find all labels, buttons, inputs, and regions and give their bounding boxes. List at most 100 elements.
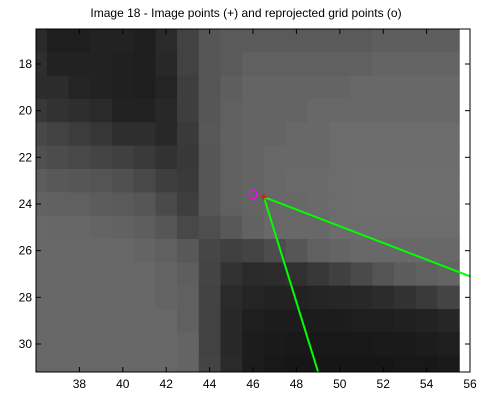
image-cell: [155, 355, 178, 372]
image-cell: [133, 192, 156, 217]
image-cell: [394, 169, 417, 193]
image-cell: [372, 285, 395, 310]
image-cell: [46, 29, 70, 30]
image-cell: [36, 52, 48, 77]
image-cell: [437, 285, 460, 310]
image-cell: [350, 145, 373, 170]
image-cell: [46, 122, 70, 147]
image-cell: [285, 29, 308, 30]
image-cell: [36, 355, 48, 372]
image-cell: [437, 309, 460, 333]
image-cell: [198, 75, 222, 100]
image-cell: [372, 122, 395, 147]
image-cell: [111, 262, 135, 287]
image-cell: [155, 145, 178, 170]
image-cell: [328, 169, 352, 193]
image-cell: [177, 192, 200, 217]
image-cell: [372, 52, 395, 77]
image-cell: [220, 262, 243, 287]
image-cell: [36, 262, 48, 287]
image-cell: [285, 75, 308, 100]
x-tick-label: 52: [377, 377, 391, 391]
image-cell: [111, 309, 135, 333]
image-cell: [90, 309, 113, 333]
image-cell: [177, 169, 200, 193]
image-cell: [155, 29, 178, 53]
image-cell: [90, 75, 113, 100]
image-cell: [263, 262, 287, 287]
x-tick-label: 54: [420, 377, 434, 391]
image-cell: [220, 145, 243, 170]
y-tick-label: 22: [19, 150, 33, 164]
image-cell: [177, 332, 200, 357]
image-cell: [263, 122, 287, 147]
image-cell: [46, 262, 70, 287]
image-cell: [307, 239, 330, 263]
image-cell: [111, 29, 135, 30]
image-cell: [90, 215, 113, 240]
image-cell: [111, 99, 135, 123]
y-tick-label: 30: [19, 337, 33, 351]
image-cell: [437, 239, 460, 263]
image-cell: [220, 239, 243, 263]
edge-line: [262, 196, 320, 372]
image-cell: [415, 99, 439, 123]
y-tick-label: 20: [19, 104, 33, 118]
image-cell: [307, 309, 330, 333]
image-cell: [285, 145, 308, 170]
image-cell: [155, 192, 178, 217]
image-cell: [111, 122, 135, 147]
image-cell: [177, 29, 200, 30]
image-cell: [394, 215, 417, 240]
image-cell: [68, 169, 91, 193]
y-tick-label: 26: [19, 244, 33, 258]
image-cell: [328, 285, 352, 310]
image-cell: [437, 29, 460, 30]
image-cell: [328, 215, 352, 240]
image-cell: [111, 355, 135, 372]
image-cell: [307, 75, 330, 100]
image-cell: [263, 29, 287, 30]
image-cell: [133, 52, 156, 77]
image-cell: [437, 192, 460, 217]
image-cell: [68, 75, 91, 100]
image-cell: [68, 355, 91, 372]
image-cell: [220, 285, 243, 310]
image-cell: [220, 192, 243, 217]
image-cell: [111, 169, 135, 193]
image-cell: [177, 122, 200, 147]
image-cell: [220, 169, 243, 193]
image-cell: [111, 285, 135, 310]
image-cell: [328, 309, 352, 333]
image-cell: [394, 52, 417, 77]
y-tick-label: 18: [19, 57, 33, 71]
image-cell: [46, 332, 70, 357]
image-cell: [415, 262, 439, 287]
image-cell: [220, 29, 243, 30]
image-cell: [415, 29, 439, 53]
image-cell: [415, 122, 439, 147]
image-cell: [350, 332, 373, 357]
image-cell: [36, 169, 48, 193]
image-cell: [328, 29, 352, 53]
image-cell: [415, 169, 439, 193]
image-cell: [372, 192, 395, 217]
image-cell: [198, 355, 222, 372]
image-cell: [177, 355, 200, 372]
image-cell: [415, 355, 439, 372]
image-cell: [394, 262, 417, 287]
image-cell: [242, 75, 265, 100]
image-cell: [90, 122, 113, 147]
image-cell: [350, 122, 373, 147]
image-cell: [68, 52, 91, 77]
image-cell: [133, 169, 156, 193]
image-cell: [372, 169, 395, 193]
image-cell: [133, 309, 156, 333]
image-cell: [36, 192, 48, 217]
image-cell: [46, 215, 70, 240]
image-cell: [68, 192, 91, 217]
image-cell: [372, 145, 395, 170]
image-cell: [307, 145, 330, 170]
image-cell: [111, 239, 135, 263]
image-cell: [220, 309, 243, 333]
